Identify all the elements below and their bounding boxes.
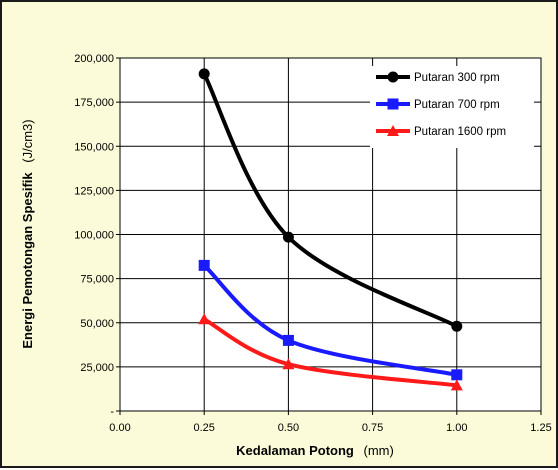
y-tick-label: 100,000 <box>74 230 114 242</box>
legend-item: Putaran 300 rpm <box>376 71 500 84</box>
y-axis-title: Energi Pemotongan Spesifik (J/cm3) <box>20 119 35 348</box>
y-tick-label: 200,000 <box>74 53 114 65</box>
tick-labels: 0.00 0.25 0.50 0.75 1.00 1.25 - 25,000 50,000 75,… <box>74 53 551 434</box>
data-point <box>450 379 463 391</box>
y-tick-label: 175,000 <box>74 97 114 109</box>
x-tick-label: 0.50 <box>278 422 299 434</box>
x-tick-label: 0.00 <box>109 422 130 434</box>
x-axis-title: Kedalaman Potong (mm) <box>236 443 394 458</box>
data-point <box>451 369 463 381</box>
legend-item: Putaran 700 rpm <box>376 98 500 111</box>
legend-marker <box>387 98 399 110</box>
series-line <box>203 317 458 388</box>
data-point <box>451 320 463 332</box>
legend-item: Putaran 1600 rpm <box>376 125 506 138</box>
series-2 <box>198 259 463 381</box>
legend: Putaran 300 rpm Putaran 700 rpm Putaran 16… <box>370 66 534 148</box>
y-tick-label: 25,000 <box>80 362 114 374</box>
x-tick-label: 1.00 <box>446 422 467 434</box>
data-series <box>198 68 463 391</box>
series-3 <box>198 313 463 391</box>
series-1 <box>198 68 463 332</box>
y-tick-label: 150,000 <box>74 141 114 153</box>
legend-label: Putaran 1600 rpm <box>414 126 506 138</box>
x-tick-label: 0.25 <box>193 422 214 434</box>
data-point <box>282 231 294 243</box>
data-point <box>198 259 210 271</box>
legend-label: Putaran 300 rpm <box>414 72 500 84</box>
y-axis-title-main: Energi Pemotongan Spesifik <box>20 172 35 349</box>
data-point <box>198 68 210 80</box>
y-tick-label: 75,000 <box>80 274 114 286</box>
x-tick-label: 0.75 <box>362 422 383 434</box>
legend-label: Putaran 700 rpm <box>414 99 500 111</box>
y-tick-label: 50,000 <box>80 318 114 330</box>
data-point <box>282 358 295 370</box>
y-tick-label: - <box>110 406 114 418</box>
y-axis-title-unit: (J/cm3) <box>20 119 35 162</box>
legend-marker <box>387 125 399 136</box>
x-axis-title-main: Kedalaman Potong <box>236 443 354 458</box>
x-tick-label: 1.25 <box>530 422 551 434</box>
x-axis-title-unit: (mm) <box>364 443 394 458</box>
data-point <box>282 334 294 346</box>
y-tick-label: 125,000 <box>74 185 114 197</box>
legend-marker <box>387 71 399 83</box>
data-point <box>198 313 211 325</box>
